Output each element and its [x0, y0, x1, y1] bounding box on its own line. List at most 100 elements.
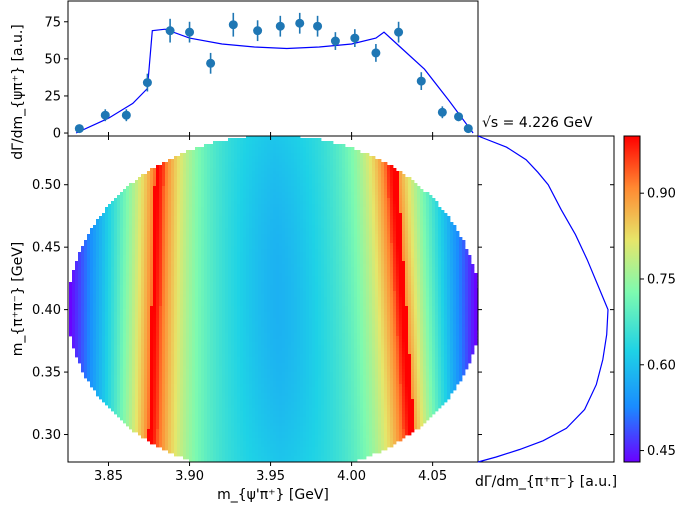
heatmap-cell [381, 255, 384, 258]
heatmap-cell [375, 243, 378, 246]
heatmap-cell [234, 150, 237, 153]
heatmap-cell [288, 237, 291, 240]
heatmap-cell [276, 198, 279, 201]
heatmap-cell [174, 252, 177, 255]
heatmap-cell [279, 228, 282, 231]
heatmap-cell [369, 246, 372, 249]
heatmap-cell [147, 189, 150, 192]
heatmap-cell [282, 240, 285, 243]
heatmap-cell [291, 207, 294, 210]
heatmap-cell [126, 213, 129, 216]
heatmap-cell [267, 249, 270, 252]
heatmap-cell [378, 234, 381, 237]
heatmap-cell [156, 198, 159, 201]
heatmap-cell [399, 171, 402, 174]
heatmap-cell [144, 276, 147, 279]
heatmap-cell [210, 177, 213, 180]
heatmap-cell [159, 180, 162, 183]
heatmap-cell [366, 267, 369, 270]
heatmap-cell [393, 240, 396, 243]
heatmap-cell [351, 180, 354, 183]
heatmap-cell [297, 195, 300, 198]
heatmap-cell [450, 273, 453, 276]
heatmap-cell [210, 231, 213, 234]
heatmap-cell [339, 237, 342, 240]
heatmap-cell [381, 183, 384, 186]
heatmap-cell [195, 252, 198, 255]
heatmap-cell [309, 159, 312, 162]
heatmap-cell [162, 177, 165, 180]
heatmap-cell [246, 201, 249, 204]
heatmap-cell [75, 267, 78, 270]
heatmap-cell [324, 255, 327, 258]
heatmap-cell [147, 195, 150, 198]
heatmap-cell [132, 183, 135, 186]
heatmap-cell [279, 222, 282, 225]
heatmap-cell [321, 201, 324, 204]
heatmap-cell [387, 183, 390, 186]
heatmap-cell [138, 204, 141, 207]
heatmap-cell [411, 219, 414, 222]
heatmap-cell [432, 231, 435, 234]
heatmap-cell [207, 222, 210, 225]
heatmap-cell [270, 213, 273, 216]
heatmap-cell [165, 234, 168, 237]
heatmap-cell [420, 222, 423, 225]
heatmap-cell [453, 225, 456, 228]
heatmap-cell [351, 177, 354, 180]
heatmap-cell [180, 153, 183, 156]
heatmap-cell [228, 222, 231, 225]
heatmap-cell [354, 231, 357, 234]
heatmap-cell [441, 237, 444, 240]
heatmap-cell [159, 249, 162, 252]
heatmap-cell [471, 273, 474, 276]
heatmap-cell [345, 165, 348, 168]
heatmap-cell [366, 237, 369, 240]
heatmap-cell [348, 264, 351, 267]
heatmap-cell [378, 162, 381, 165]
heatmap-cell [141, 267, 144, 270]
heatmap-cell [231, 189, 234, 192]
heatmap-cell [276, 261, 279, 264]
heatmap-cell [267, 171, 270, 174]
heatmap-cell [345, 252, 348, 255]
heatmap-cell [378, 267, 381, 270]
heatmap-cell [207, 219, 210, 222]
heatmap-cell [210, 246, 213, 249]
heatmap-cell [420, 192, 423, 195]
heatmap-cell [312, 261, 315, 264]
heatmap-cell [315, 189, 318, 192]
heatmap-cell [357, 258, 360, 261]
heatmap-cell [159, 261, 162, 264]
heatmap-cell [111, 237, 114, 240]
heatmap-cell [441, 210, 444, 213]
heatmap-cell [207, 177, 210, 180]
heatmap-cell [429, 222, 432, 225]
heatmap-cell [363, 273, 366, 276]
heatmap-cell [198, 267, 201, 270]
heatmap-cell [363, 231, 366, 234]
heatmap-cell [234, 138, 237, 141]
heatmap-cell [90, 270, 93, 273]
heatmap-cell [99, 228, 102, 231]
heatmap-cell [240, 225, 243, 228]
heatmap-cell [360, 261, 363, 264]
heatmap-cell [228, 240, 231, 243]
heatmap-cell [210, 228, 213, 231]
heatmap-cell [330, 240, 333, 243]
heatmap-cell [294, 246, 297, 249]
heatmap-cell [228, 144, 231, 147]
heatmap-cell [441, 231, 444, 234]
heatmap-cell [360, 162, 363, 165]
heatmap-cell [378, 231, 381, 234]
heatmap-cell [210, 183, 213, 186]
heatmap-cell [231, 216, 234, 219]
heatmap-cell [318, 177, 321, 180]
heatmap-cell [438, 276, 441, 279]
heatmap-cell [285, 264, 288, 267]
heatmap-cell [357, 180, 360, 183]
heatmap-cell [351, 207, 354, 210]
heatmap-cell [348, 147, 351, 150]
heatmap-cell [138, 198, 141, 201]
heatmap-cell [120, 249, 123, 252]
